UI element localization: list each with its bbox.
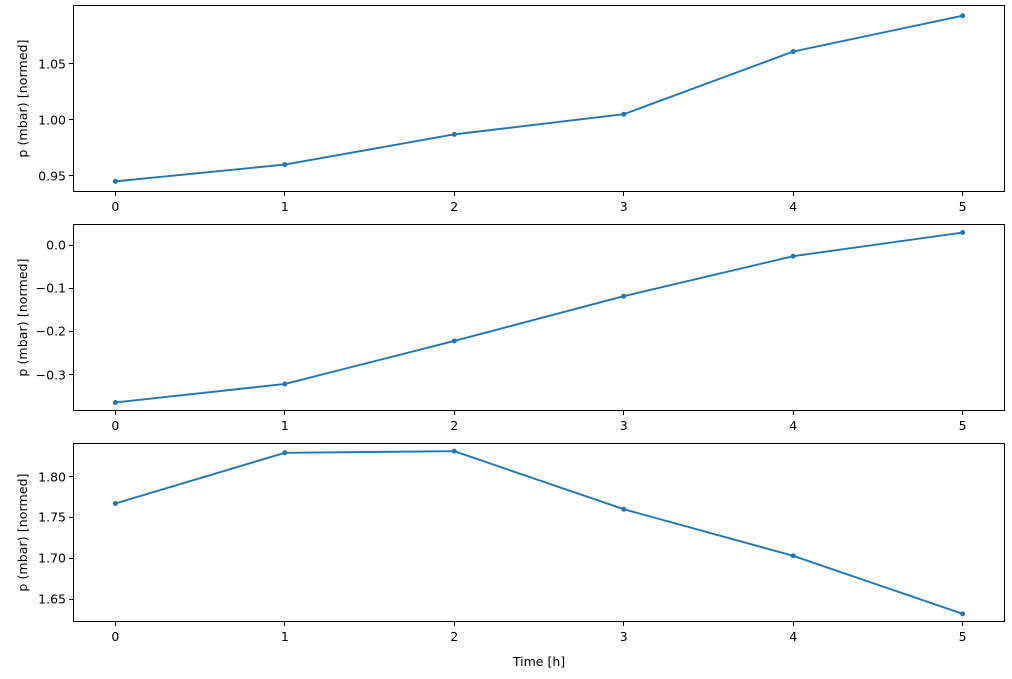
xtick-label-2-4: 4 [789, 418, 798, 433]
xtick-mark-1-1 [284, 192, 286, 196]
ytick-mark-2-1 [69, 287, 73, 289]
data-point-3-2 [451, 448, 457, 454]
ytick-mark-2-0 [69, 244, 73, 246]
ytick-mark-3-2 [69, 516, 73, 518]
axes-frame-1 [73, 5, 1005, 192]
data-point-2-0 [112, 399, 118, 405]
xtick-label-1-4: 4 [789, 199, 798, 214]
xtick-label-2-3: 3 [619, 418, 628, 433]
ytick-label-2-1: −0.1 [35, 280, 66, 296]
xlabel-3: Time [h] [512, 654, 566, 669]
ytick-mark-3-1 [69, 557, 73, 559]
xtick-mark-3-5 [962, 622, 964, 626]
xtick-mark-1-0 [114, 192, 116, 196]
data-point-1-5 [960, 13, 966, 19]
data-point-3-5 [960, 611, 966, 617]
xtick-mark-1-2 [453, 192, 455, 196]
axes-frame-2 [73, 224, 1005, 411]
xtick-mark-2-5 [962, 411, 964, 415]
xtick-label-2-5: 5 [958, 418, 967, 433]
xtick-mark-2-4 [792, 411, 794, 415]
ytick-label-1-2: 1.05 [38, 56, 66, 72]
xtick-mark-2-0 [114, 411, 116, 415]
ylabel-3: p (mbar) [normed] [14, 472, 30, 592]
axes-frame-3 [73, 443, 1005, 622]
ytick-label-3-0: 1.65 [38, 591, 66, 607]
data-point-2-5 [960, 230, 966, 236]
ytick-label-2-3: −0.3 [35, 367, 66, 382]
xtick-label-3-0: 0 [111, 629, 120, 644]
data-point-2-1 [282, 381, 288, 387]
ylabel-2: p (mbar) [normed] [14, 257, 30, 377]
xtick-label-1-1: 1 [280, 199, 289, 214]
ytick-mark-3-3 [69, 475, 73, 478]
xtick-label-1-2: 2 [450, 199, 459, 214]
xtick-label-3-5: 5 [958, 629, 967, 644]
ylabel-1: p (mbar) [normed] [14, 38, 30, 158]
data-point-3-4 [790, 553, 796, 559]
ytick-mark-1-0 [69, 175, 73, 177]
data-point-3-1 [282, 450, 288, 456]
xtick-mark-2-3 [623, 411, 625, 415]
data-point-2-4 [790, 253, 796, 259]
ytick-mark-1-1 [69, 119, 73, 121]
data-point-3-3 [621, 506, 627, 512]
ytick-mark-1-2 [69, 63, 73, 65]
xtick-label-3-2: 2 [450, 629, 459, 644]
xtick-mark-1-3 [623, 192, 625, 196]
xtick-mark-1-5 [962, 192, 964, 196]
xtick-label-3-1: 1 [280, 629, 289, 644]
ytick-label-3-3: 1.80 [38, 469, 66, 484]
xtick-mark-2-1 [284, 411, 286, 415]
xtick-label-1-5: 5 [958, 199, 967, 214]
data-point-3-0 [112, 500, 118, 506]
xtick-mark-3-3 [623, 622, 625, 626]
data-point-2-2 [451, 338, 457, 344]
xtick-mark-3-2 [453, 622, 455, 626]
ytick-label-2-2: −0.2 [35, 323, 66, 339]
ytick-label-3-2: 1.75 [38, 509, 66, 525]
xtick-label-2-0: 0 [111, 418, 120, 433]
xtick-label-2-1: 1 [280, 418, 289, 433]
xtick-label-1-3: 3 [619, 199, 628, 214]
xtick-mark-3-1 [284, 622, 286, 626]
ytick-label-1-0: 0.95 [38, 168, 66, 184]
ytick-mark-3-0 [69, 598, 73, 600]
xtick-mark-2-2 [453, 411, 455, 415]
data-point-1-2 [451, 131, 457, 137]
xtick-mark-1-4 [792, 192, 794, 196]
ytick-label-2-0: 0.0 [46, 237, 66, 253]
data-point-1-1 [282, 162, 288, 168]
ytick-mark-2-3 [69, 373, 73, 376]
data-point-1-4 [790, 49, 796, 55]
xtick-label-1-0: 0 [111, 199, 120, 214]
ytick-label-1-1: 1.00 [38, 112, 66, 128]
xtick-label-3-4: 4 [789, 629, 798, 644]
xtick-label-3-3: 3 [619, 629, 628, 644]
ytick-label-3-1: 1.70 [38, 550, 66, 566]
ytick-mark-2-2 [69, 330, 73, 333]
xtick-label-2-2: 2 [450, 418, 459, 433]
data-point-1-3 [621, 111, 627, 117]
xtick-mark-3-0 [114, 622, 116, 626]
data-point-1-0 [112, 178, 118, 184]
xtick-mark-3-4 [792, 622, 794, 626]
data-point-2-3 [621, 293, 627, 299]
